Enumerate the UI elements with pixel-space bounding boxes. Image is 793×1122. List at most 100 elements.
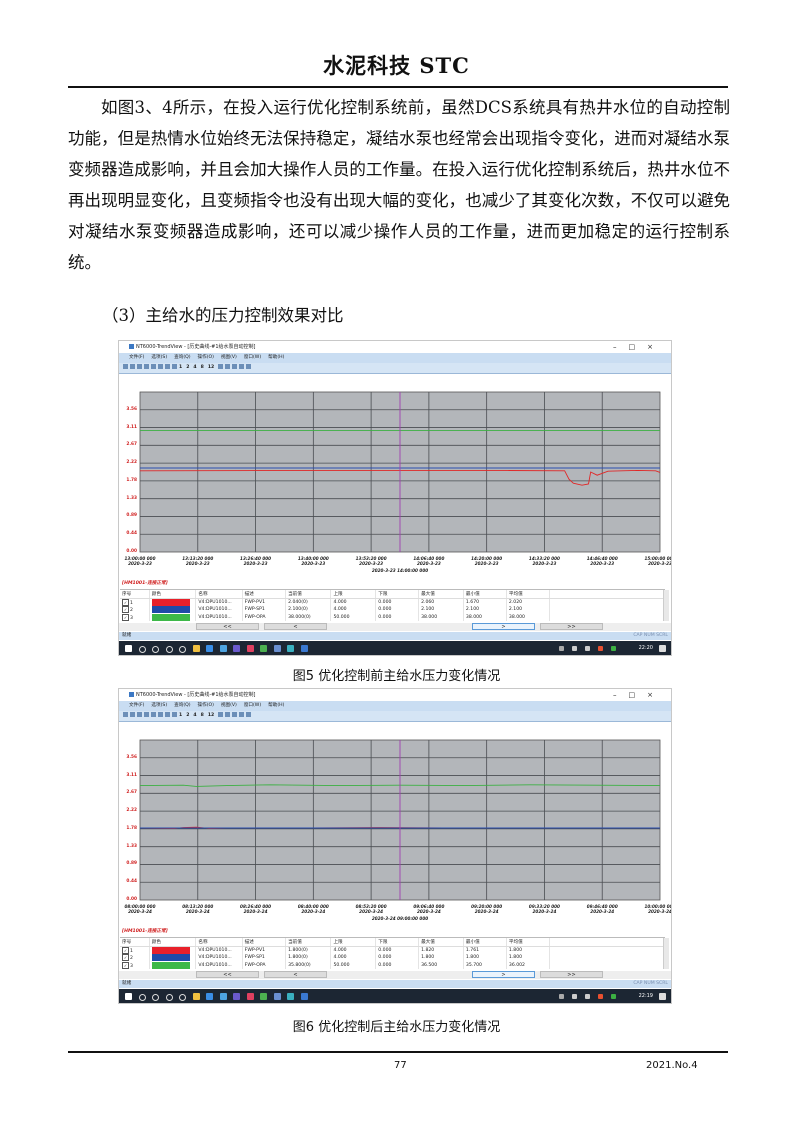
minimize-button[interactable]: – [613,343,629,351]
close-button[interactable]: × [647,343,665,351]
print-icon[interactable] [144,364,149,369]
zoom-level-button[interactable]: 8 [200,365,204,370]
network-icon[interactable] [572,646,577,651]
refresh-icon[interactable] [172,364,177,369]
search-icon[interactable] [138,646,146,653]
filter-icon[interactable] [232,712,238,717]
file-explorer-icon[interactable] [192,993,200,1000]
volume-icon[interactable] [585,646,590,651]
record-icon[interactable] [165,712,170,717]
zoom-level-button[interactable]: 12 [207,365,215,370]
cortana-icon[interactable] [152,646,159,653]
app-icon[interactable] [260,645,267,652]
menu-item[interactable]: 窗口(W) [243,355,262,360]
filter-icon[interactable] [232,364,238,369]
user-tray-icon[interactable] [611,994,616,999]
scroll-button[interactable]: >> [540,623,603,630]
record-icon[interactable] [165,364,170,369]
menu-item[interactable]: 视图(V) [220,703,237,708]
app-tray-icon[interactable] [598,646,603,651]
row-checkbox[interactable]: ✓ [122,946,129,954]
row-checkbox[interactable]: ✓ [122,954,129,962]
row-checkbox[interactable]: ✓ [122,614,129,622]
menu-item[interactable]: 查询(Q) [174,355,191,360]
zoom-level-button[interactable]: 4 [193,713,197,718]
ie-icon[interactable] [219,645,227,652]
ie-icon[interactable] [219,993,227,1000]
user-tray-icon[interactable] [611,646,616,651]
export-icon[interactable] [239,712,245,717]
export-icon[interactable] [239,364,245,369]
hand-icon[interactable] [151,712,156,717]
help-icon[interactable] [246,712,252,717]
menu-item[interactable]: 帮助(H) [268,355,285,360]
zoom-out-icon[interactable] [225,712,231,717]
refresh-icon[interactable] [172,712,177,717]
maximize-button[interactable]: □ [628,691,648,699]
app-icon[interactable] [300,993,308,1000]
table-row[interactable]: ✓ 3 V4:DPU1010... FWP-OPA 35.800(0) 50.000 0.0… [120,961,665,970]
menu-item[interactable]: 帮助(H) [268,703,285,708]
start-icon[interactable] [125,993,132,1000]
scroll-button[interactable]: > [472,623,535,630]
app-icon[interactable] [287,993,294,1000]
app-icon[interactable] [287,645,294,652]
zoom-out-icon[interactable] [225,364,231,369]
table-row[interactable]: ✓ 1 V4:DPU1010... FWP-PV1 1.800(0) 4.000 0.000… [120,946,665,955]
volume-icon[interactable] [585,994,590,999]
zoom-level-button[interactable]: 8 [200,713,204,718]
cortana-icon[interactable] [152,994,159,1001]
menu-item[interactable]: 视图(V) [220,355,237,360]
table-row[interactable]: ✓ 3 V4:DPU1010... FWP-OPA 38.000(0) 50.000 0.0… [120,613,665,622]
zoom-level-button[interactable]: 2 [186,365,190,370]
menu-item[interactable]: 选项(S) [151,355,168,360]
hand-icon[interactable] [151,364,156,369]
zoom-in-icon[interactable] [218,712,224,717]
network-icon[interactable] [572,994,577,999]
menu-item[interactable]: 文件(F) [129,355,145,360]
chevron-up-icon[interactable] [559,646,564,651]
scroll-button[interactable]: << [196,971,259,978]
trendview-icon[interactable] [273,645,281,652]
app-icon[interactable] [179,994,186,1001]
row-checkbox[interactable]: ✓ [122,598,129,606]
zoom-level-button[interactable]: 1 [179,365,183,370]
app-icon[interactable] [246,645,254,652]
menu-item[interactable]: 窗口(W) [243,703,262,708]
app-icon[interactable] [233,645,240,652]
start-icon[interactable] [125,645,132,652]
row-checkbox[interactable]: ✓ [122,962,129,970]
edge-icon[interactable] [206,993,213,1000]
app-icon[interactable] [179,646,186,653]
help-icon[interactable] [246,364,252,369]
app-icon[interactable] [260,993,267,1000]
scroll-button[interactable]: >> [540,971,603,978]
zoom-level-button[interactable]: 2 [186,713,190,718]
row-checkbox[interactable]: ✓ [122,606,129,614]
scroll-button[interactable]: < [264,971,327,978]
app-tray-icon[interactable] [598,994,603,999]
menu-item[interactable]: 操作(O) [197,355,214,360]
scroll-button[interactable]: < [264,623,327,630]
search-icon[interactable] [138,994,146,1001]
edge-icon[interactable] [206,645,213,652]
scroll-button[interactable]: > [472,971,535,978]
vertical-scrollbar[interactable] [663,590,669,621]
table-row[interactable]: ✓ 2 V4:DPU1010... FWP-SP1 1.800(0) 4.000 0.000… [120,954,665,962]
table-row[interactable]: ✓ 2 V4:DPU1010... FWP-SP1 2.100(0) 4.000 0.000… [120,606,665,614]
scroll-button[interactable]: << [196,623,259,630]
save-icon[interactable] [137,364,142,369]
menu-item[interactable]: 操作(O) [197,703,214,708]
zoom-level-button[interactable]: 4 [193,365,197,370]
vertical-scrollbar[interactable] [663,938,669,969]
chevron-up-icon[interactable] [559,994,564,999]
maximize-button[interactable]: □ [628,343,648,351]
chart-icon[interactable] [158,364,163,369]
save-icon[interactable] [137,712,142,717]
menu-item[interactable]: 查询(Q) [174,703,191,708]
new-icon[interactable] [123,364,128,369]
task-view-icon[interactable] [165,646,173,653]
notification-icon[interactable] [659,645,666,652]
open-icon[interactable] [130,364,135,369]
new-icon[interactable] [123,712,128,717]
